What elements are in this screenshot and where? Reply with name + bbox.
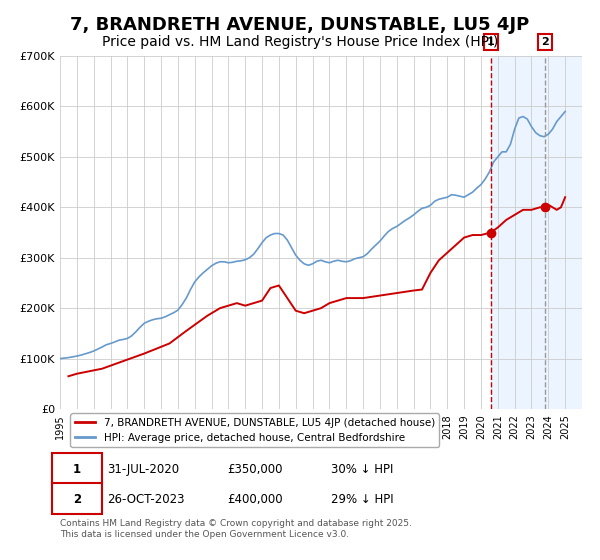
Text: 31-JUL-2020: 31-JUL-2020 xyxy=(107,463,179,475)
Bar xyxy=(491,56,582,409)
FancyBboxPatch shape xyxy=(52,453,102,484)
Text: 2: 2 xyxy=(73,493,81,506)
Text: £350,000: £350,000 xyxy=(227,463,283,475)
Text: 7, BRANDRETH AVENUE, DUNSTABLE, LU5 4JP: 7, BRANDRETH AVENUE, DUNSTABLE, LU5 4JP xyxy=(70,16,530,34)
Legend: 7, BRANDRETH AVENUE, DUNSTABLE, LU5 4JP (detached house), HPI: Average price, de: 7, BRANDRETH AVENUE, DUNSTABLE, LU5 4JP … xyxy=(70,413,439,447)
Text: 30% ↓ HPI: 30% ↓ HPI xyxy=(331,463,394,475)
Text: 1: 1 xyxy=(73,463,81,475)
Text: Contains HM Land Registry data © Crown copyright and database right 2025.
This d: Contains HM Land Registry data © Crown c… xyxy=(60,519,412,539)
Text: Price paid vs. HM Land Registry's House Price Index (HPI): Price paid vs. HM Land Registry's House … xyxy=(102,35,498,49)
Text: 2: 2 xyxy=(541,37,549,47)
Text: 29% ↓ HPI: 29% ↓ HPI xyxy=(331,493,394,506)
Text: 26-OCT-2023: 26-OCT-2023 xyxy=(107,493,184,506)
Text: £400,000: £400,000 xyxy=(227,493,283,506)
FancyBboxPatch shape xyxy=(52,483,102,514)
Text: 1: 1 xyxy=(487,37,494,47)
